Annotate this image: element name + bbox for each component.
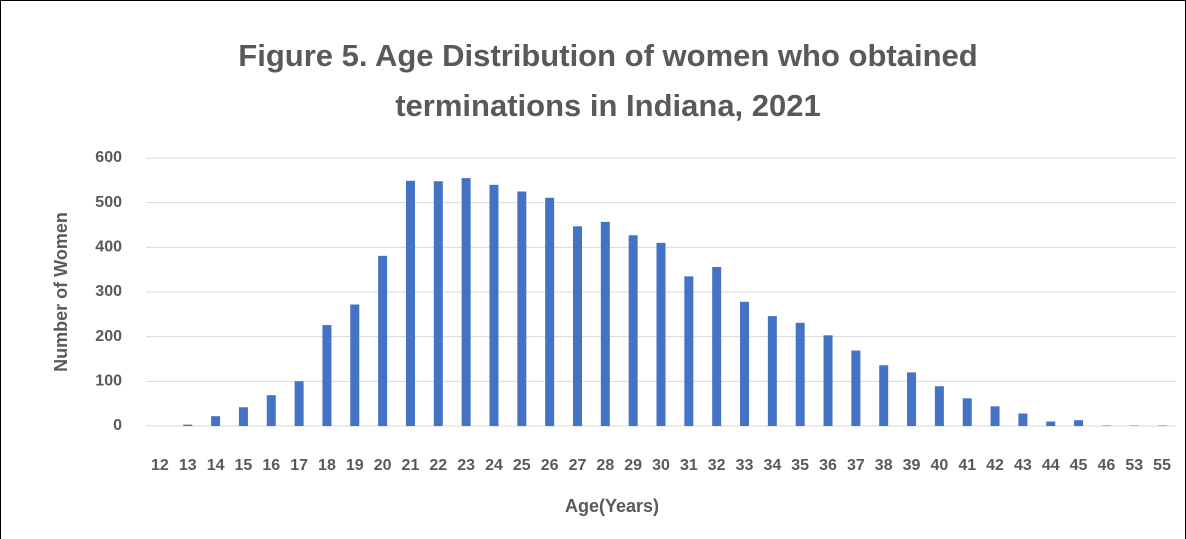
x-tick-label: 39 — [903, 457, 921, 474]
bar — [238, 407, 248, 426]
bar — [294, 381, 304, 426]
x-tick-label: 23 — [457, 457, 475, 474]
x-tick-label: 46 — [1098, 457, 1116, 474]
x-tick-label: 33 — [736, 457, 754, 474]
bar — [489, 184, 499, 426]
x-tick-label: 16 — [262, 457, 280, 474]
x-tick-label: 42 — [986, 457, 1004, 474]
bar — [712, 266, 722, 426]
x-axis-label: Age(Years) — [565, 496, 659, 516]
x-tick-label: 53 — [1125, 457, 1143, 474]
x-tick-label: 12 — [151, 457, 169, 474]
x-tick-label: 34 — [763, 457, 781, 474]
y-axis-label: Number of Women — [51, 212, 71, 372]
x-tick-label: 45 — [1070, 457, 1088, 474]
x-tick-label: 15 — [235, 457, 253, 474]
chart-title: Figure 5. Age Distribution of women who … — [238, 38, 977, 73]
chart-title: terminations in Indiana, 2021 — [395, 88, 821, 123]
x-tick-label: 26 — [541, 457, 559, 474]
x-tick-label: 30 — [652, 457, 670, 474]
bar — [350, 304, 360, 426]
bar — [656, 242, 666, 426]
y-tick-label: 0 — [113, 417, 122, 434]
x-tick-label: 37 — [847, 457, 865, 474]
x-tick-label: 38 — [875, 457, 893, 474]
x-tick-label: 35 — [791, 457, 809, 474]
x-tick-label: 20 — [374, 457, 392, 474]
bar — [962, 398, 972, 426]
bar — [823, 335, 833, 426]
y-tick-label: 500 — [95, 194, 122, 211]
x-tick-label: 14 — [207, 457, 225, 474]
x-tick-label: 36 — [819, 457, 837, 474]
bar — [433, 181, 443, 426]
x-tick-label: 22 — [429, 457, 447, 474]
bar — [740, 301, 750, 426]
x-tick-label: 25 — [513, 457, 531, 474]
x-tick-label: 21 — [402, 457, 420, 474]
bar — [628, 235, 638, 426]
bar — [461, 178, 471, 426]
y-tick-label: 400 — [95, 239, 122, 256]
bar — [684, 276, 694, 426]
bar — [545, 197, 555, 426]
x-tick-label: 13 — [179, 457, 197, 474]
x-tick-label: 44 — [1042, 457, 1060, 474]
bar — [879, 365, 889, 426]
y-tick-label: 200 — [95, 328, 122, 345]
bar — [934, 386, 944, 426]
x-tick-label: 41 — [958, 457, 976, 474]
bar — [572, 226, 582, 426]
bar — [1018, 413, 1028, 426]
bar — [767, 316, 777, 426]
bar — [990, 406, 1000, 426]
bar — [378, 255, 388, 426]
x-tick-label: 19 — [346, 457, 364, 474]
bar — [322, 325, 332, 426]
bar — [183, 424, 193, 426]
bar — [517, 191, 527, 426]
x-tick-label: 55 — [1153, 457, 1171, 474]
bar — [907, 372, 917, 426]
x-tick-label: 24 — [485, 457, 503, 474]
bar — [1046, 421, 1056, 426]
x-tick-label: 28 — [596, 457, 614, 474]
y-tick-label: 100 — [95, 373, 122, 390]
y-tick-label: 600 — [95, 149, 122, 166]
bar — [211, 416, 221, 426]
bar — [600, 221, 610, 426]
x-tick-label: 18 — [318, 457, 336, 474]
x-tick-label: 31 — [680, 457, 698, 474]
x-tick-label: 27 — [569, 457, 587, 474]
x-tick-label: 40 — [930, 457, 948, 474]
x-tick-label: 43 — [1014, 457, 1032, 474]
bar — [405, 180, 415, 426]
bar — [266, 395, 276, 426]
y-tick-label: 300 — [95, 283, 122, 300]
bar — [795, 322, 805, 426]
bar — [1074, 420, 1084, 426]
x-tick-label: 17 — [290, 457, 308, 474]
bar — [851, 350, 861, 426]
x-tick-label: 29 — [624, 457, 642, 474]
x-tick-label: 32 — [708, 457, 726, 474]
